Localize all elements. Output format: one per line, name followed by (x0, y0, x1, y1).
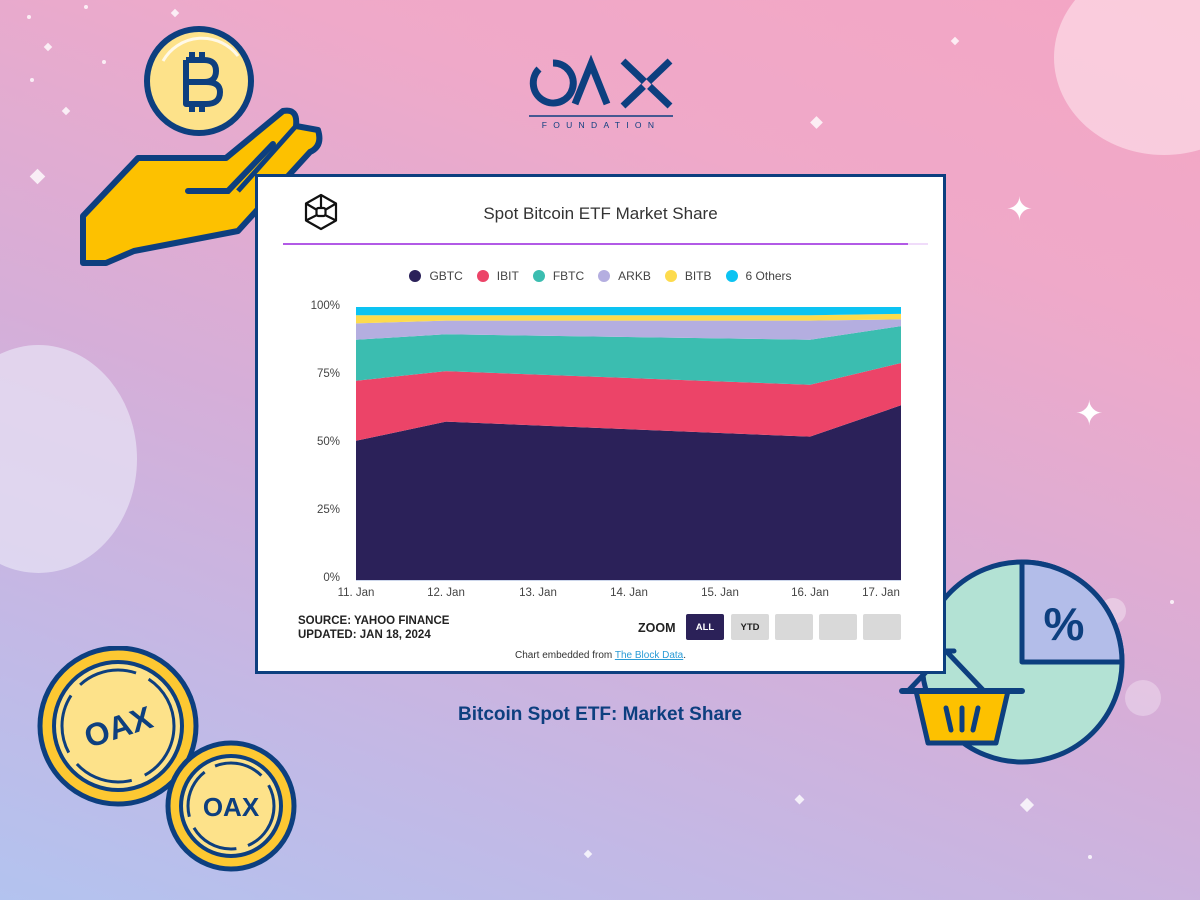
legend-item-ibit[interactable]: IBIT (476, 269, 519, 283)
source-note: SOURCE: YAHOO FINANCE UPDATED: JAN 18, 2… (298, 614, 449, 642)
legend-label: GBTC (429, 269, 463, 283)
the-block-cube-icon (304, 193, 338, 231)
sparkle-icon (583, 849, 593, 859)
x-tick: 15. Jan (701, 587, 739, 599)
legend-label: ARKB (618, 269, 651, 283)
coin-logo-text: OAX (203, 792, 260, 822)
star-dot (27, 15, 31, 19)
legend-item-gbtc[interactable]: GBTC (409, 269, 463, 283)
legend-label: BITB (684, 269, 712, 283)
background-circle (1125, 680, 1161, 716)
zoom-range-button[interactable] (863, 614, 901, 640)
sparkle-icon (29, 168, 46, 185)
legend-dot-icon (476, 270, 489, 282)
svg-text:%: % (1044, 598, 1085, 650)
x-tick: 13. Jan (519, 587, 557, 599)
chart-title: Spot Bitcoin ETF Market Share (483, 204, 718, 223)
x-tick: 14. Jan (610, 587, 648, 599)
title-divider (908, 243, 928, 245)
y-tick: 75% (316, 368, 340, 380)
background-circle (0, 345, 137, 573)
area-series-arkb[interactable] (356, 319, 901, 340)
the-block-data-link[interactable]: The Block Data (614, 650, 684, 661)
x-tick: 12. Jan (427, 587, 465, 599)
star-dot (1170, 600, 1174, 604)
zoom-range-button[interactable] (819, 614, 857, 640)
legend-label: FBTC (552, 269, 585, 283)
sparkle-icon (61, 106, 71, 116)
logo-subtext: FOUNDATION (542, 120, 661, 130)
embed-suffix: . (683, 650, 687, 661)
area-series-ibit[interactable] (356, 362, 901, 441)
legend-dot-icon (598, 270, 611, 282)
legend-item-others[interactable]: 6 Others (725, 269, 792, 283)
oax-foundation-logo: FOUNDATION (529, 55, 673, 130)
sparkle-icon: ✦ (1075, 395, 1104, 433)
y-tick: 100% (310, 300, 340, 312)
legend-dot-icon (725, 270, 738, 282)
source-line: SOURCE: YAHOO FINANCE (298, 615, 450, 627)
title-divider (283, 243, 908, 245)
sparkle-icon (950, 36, 960, 46)
area-series-6-others[interactable] (356, 307, 901, 316)
sparkle-icon (1019, 797, 1035, 813)
area-series-gbtc[interactable] (356, 405, 901, 580)
y-tick: 50% (316, 436, 340, 448)
area-series-fbtc[interactable] (356, 326, 901, 385)
embed-note: Chart embedded from The Block Data. (258, 650, 943, 661)
y-tick: 0% (323, 572, 340, 584)
sparkle-icon (794, 794, 805, 805)
star-dot (102, 60, 106, 64)
updated-line: UPDATED: JAN 18, 2024 (298, 629, 431, 641)
x-tick: 17. Jan (862, 587, 900, 599)
x-tick: 11. Jan (337, 587, 375, 599)
hand-holding-bitcoin-icon (80, 26, 323, 266)
stacked-area-plot[interactable] (356, 306, 902, 582)
figure-caption: Bitcoin Spot ETF: Market Share (458, 704, 742, 725)
legend-dot-icon (664, 270, 677, 282)
chart-card: Spot Bitcoin ETF Market Share GBTC IBIT … (255, 174, 946, 674)
sparkle-icon (810, 116, 823, 129)
sparkle-icon (170, 8, 180, 18)
star-dot (30, 78, 34, 82)
legend-dot-icon (532, 270, 545, 282)
embed-prefix: Chart embedded from (514, 650, 615, 661)
area-series-bitb[interactable] (356, 313, 901, 324)
star-dot (1088, 855, 1092, 859)
oax-coins-icon: OAX OAX (37, 646, 297, 872)
legend-item-arkb[interactable]: ARKB (598, 269, 651, 283)
pie-chart-percent-basket-icon: % (899, 559, 1125, 765)
x-tick: 16. Jan (791, 587, 829, 599)
star-dot (84, 5, 88, 9)
legend-label: IBIT (496, 269, 519, 283)
zoom-all-button[interactable]: ALL (686, 614, 724, 640)
legend-label: 6 Others (745, 269, 792, 283)
legend-item-bitb[interactable]: BITB (664, 269, 712, 283)
legend-item-fbtc[interactable]: FBTC (532, 269, 585, 283)
y-tick: 25% (316, 504, 340, 516)
sparkle-icon: ✦ (1006, 191, 1033, 227)
background-circle (1054, 0, 1200, 155)
legend-dot-icon (409, 270, 422, 282)
zoom-range-button[interactable] (775, 614, 813, 640)
zoom-ytd-button[interactable]: YTD (731, 614, 769, 640)
sparkle-icon (43, 42, 53, 52)
zoom-label: ZOOM (638, 621, 676, 635)
chart-legend: GBTC IBIT FBTC ARKB BITB 6 Others (258, 269, 943, 283)
